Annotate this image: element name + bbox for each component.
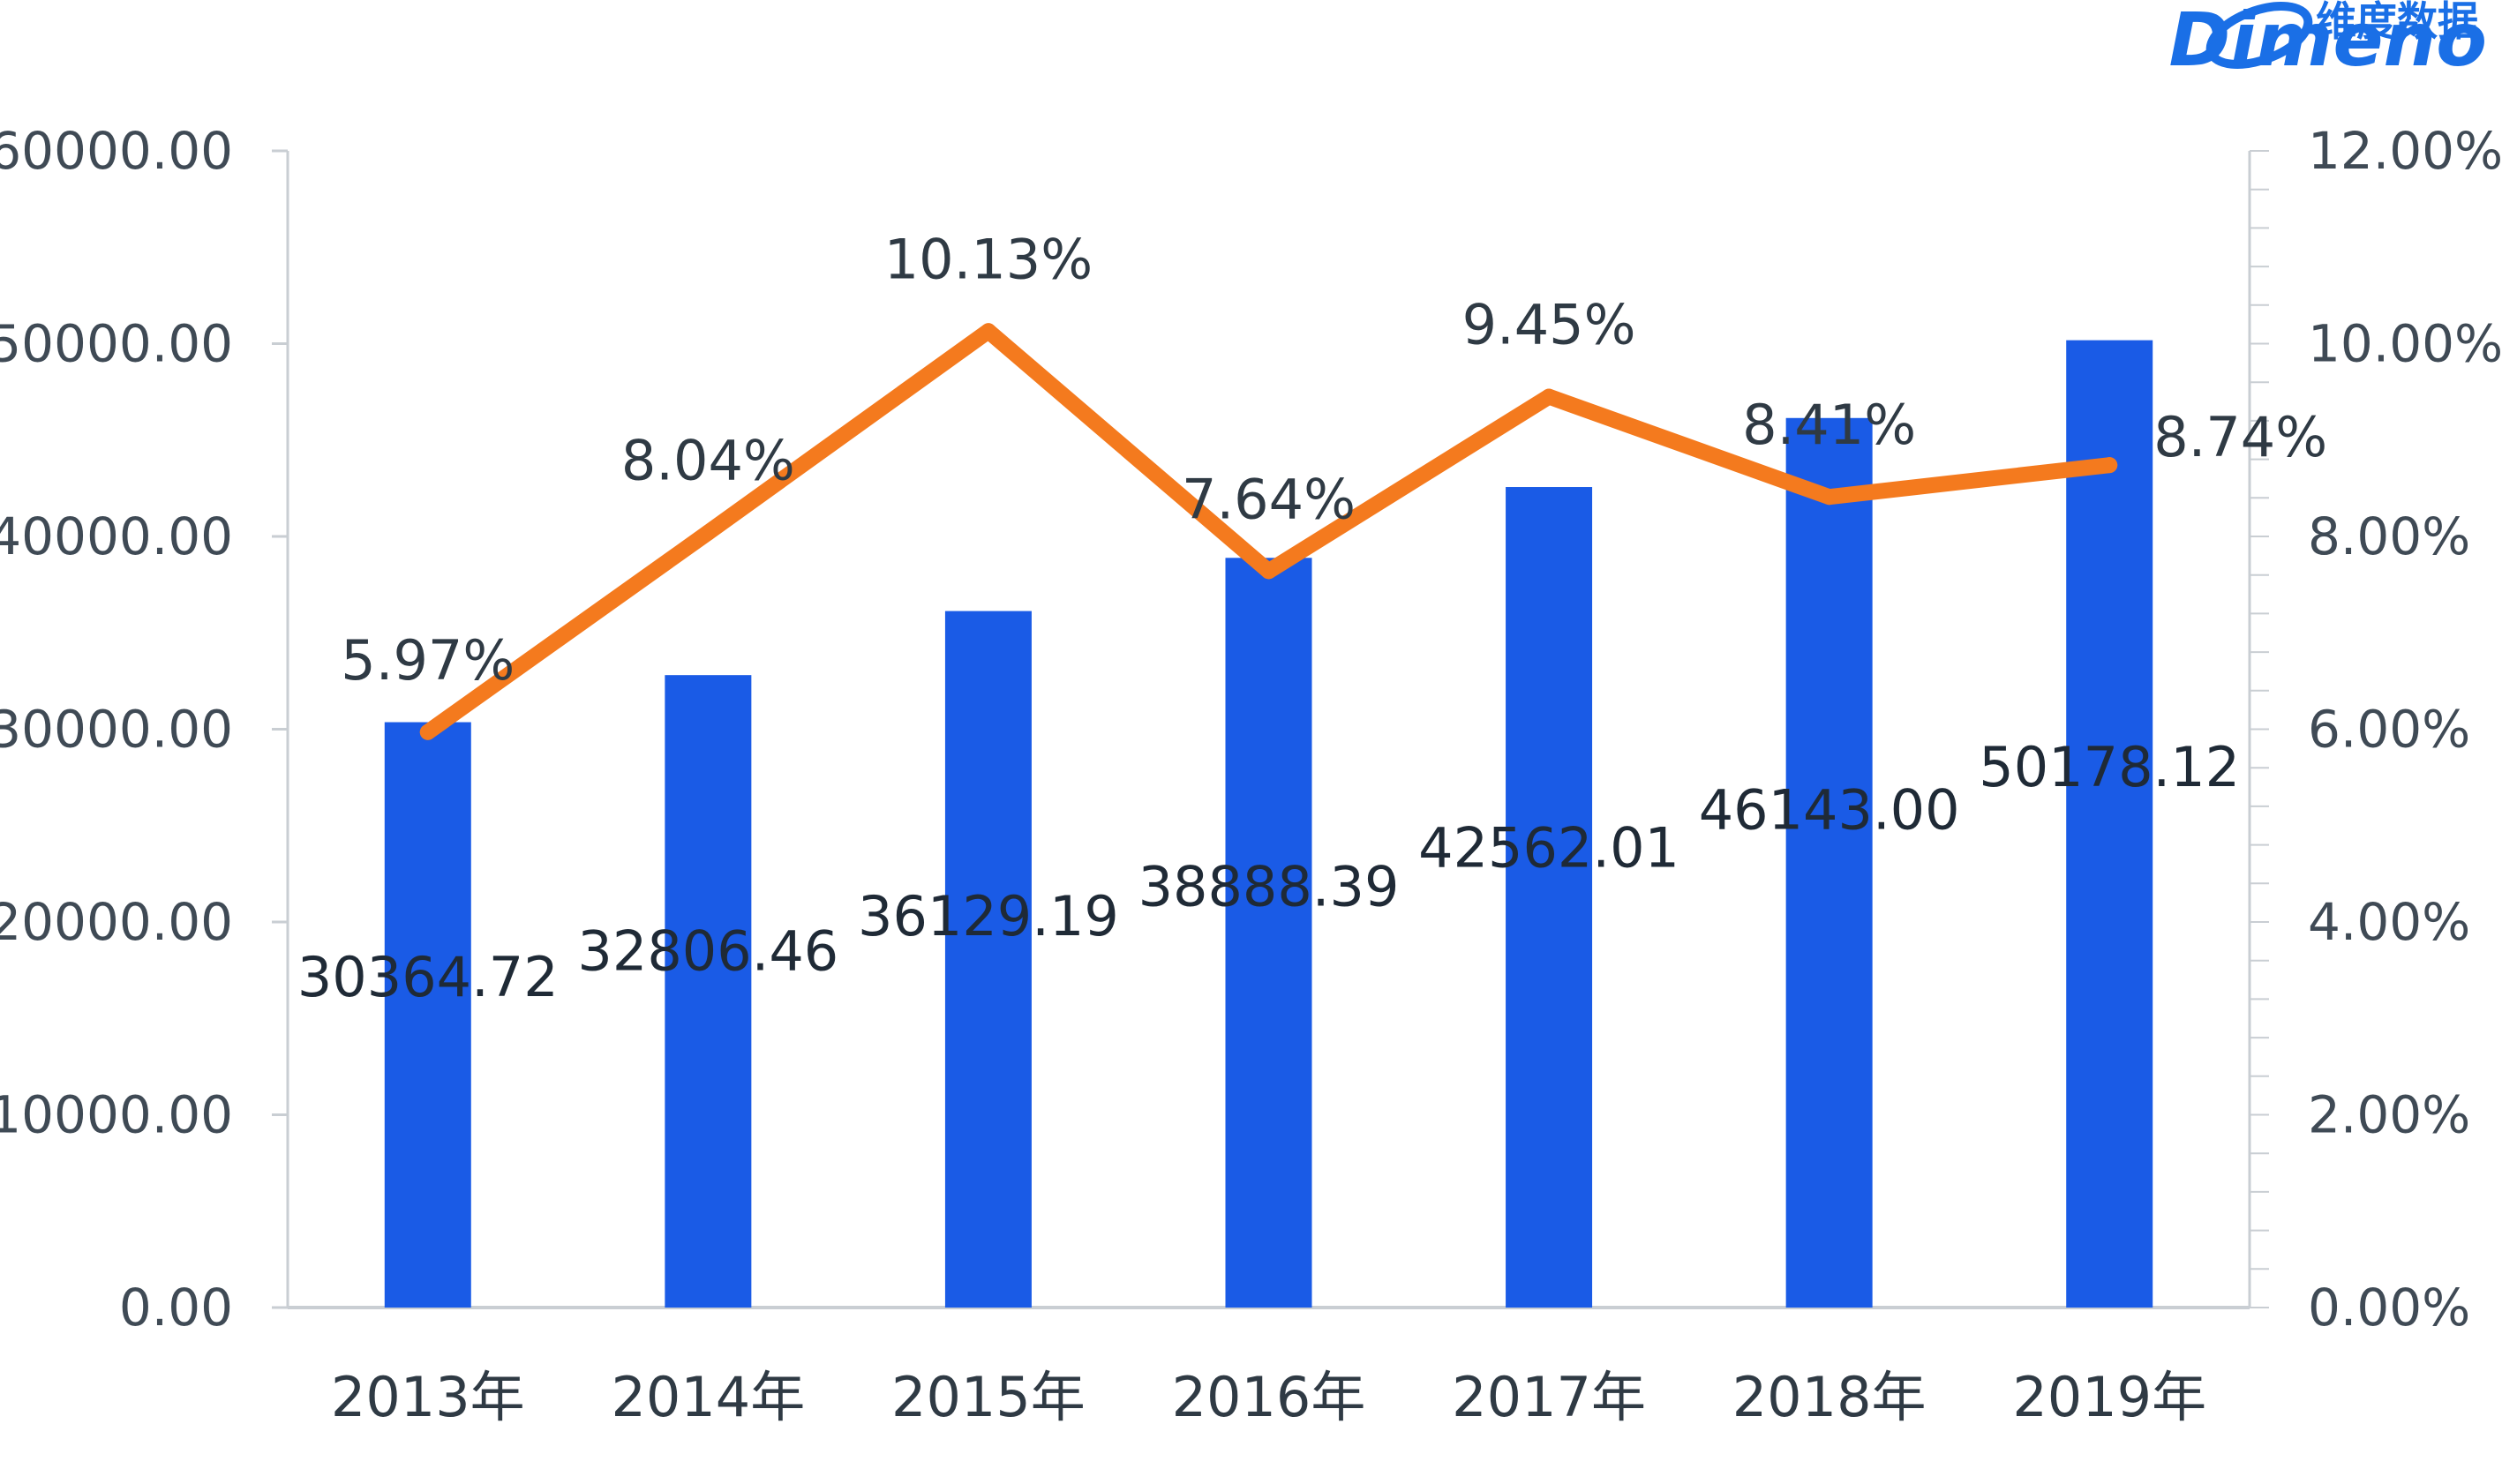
- left-axis-tick-label: 20000.00: [0, 892, 233, 952]
- line-value-label: 5.97%: [341, 628, 515, 693]
- line-point: [980, 323, 996, 340]
- bar-value-label: 46143.00: [1699, 777, 1960, 842]
- line-value-label: 9.45%: [1462, 293, 1636, 357]
- right-axis-tick-label: 10.00%: [2308, 314, 2502, 374]
- brand-logo: 维度数据 Dimeno: [2168, 0, 2487, 83]
- bar: [1785, 417, 1873, 1308]
- line-value-label: 7.64%: [1182, 467, 1356, 531]
- x-axis-tick-label: 2017年: [1452, 1365, 1646, 1429]
- line-value-label: 8.74%: [2153, 405, 2327, 469]
- line-point: [1541, 388, 1558, 405]
- bar: [665, 675, 752, 1308]
- right-axis-tick-label: 4.00%: [2308, 892, 2470, 952]
- bar-value-label: 42562.01: [1418, 816, 1679, 881]
- bar-data-labels: 30364.72 32806.46 36129.19 38888.39 42562.01…: [297, 735, 2240, 1009]
- bar-value-label: 50178.12: [1979, 735, 2240, 799]
- x-axis-tick-label: 2018年: [1732, 1365, 1927, 1429]
- bar-value-label: 32806.46: [577, 919, 838, 984]
- bar-value-label: 36129.19: [858, 884, 1119, 948]
- left-axis-tick-label: 10000.00: [0, 1085, 233, 1145]
- bar: [384, 722, 471, 1308]
- left-axis-tick-label: 30000.00: [0, 700, 233, 760]
- x-axis-ticks: 2013年 2014年 2015年 2016年 2017年 2018年 2019年: [331, 1365, 2206, 1429]
- right-axis-tick-label: 0.00%: [2308, 1278, 2470, 1338]
- x-axis-tick-label: 2016年: [1172, 1365, 1366, 1429]
- x-axis-tick-label: 2015年: [891, 1365, 1086, 1429]
- left-axis-ticks: 0.00 10000.00 20000.00 30000.00 40000.00 5000…: [0, 121, 288, 1338]
- line-data-labels: 5.97% 8.04% 10.13% 7.64% 9.45% 8.41% 8.74%: [341, 227, 2327, 692]
- right-axis-tick-label: 2.00%: [2308, 1085, 2470, 1145]
- line-point: [2101, 457, 2118, 474]
- left-axis-tick-label: 60000.00: [0, 121, 233, 181]
- line-series: [419, 323, 2118, 740]
- x-axis-tick-label: 2014年: [611, 1365, 805, 1429]
- bar: [2066, 340, 2153, 1308]
- logo-chinese-text: 维度数据: [2316, 0, 2478, 45]
- line-point: [419, 723, 436, 740]
- bar-value-label: 30364.72: [297, 945, 559, 1009]
- right-axis-tick-label: 12.00%: [2308, 121, 2502, 181]
- left-axis-tick-label: 50000.00: [0, 314, 233, 374]
- line-point: [1260, 563, 1277, 580]
- line-value-label: 10.13%: [884, 227, 1093, 291]
- left-axis-tick-label: 40000.00: [0, 506, 233, 566]
- bar: [1225, 558, 1312, 1308]
- line-point: [1821, 489, 1837, 506]
- bar: [944, 611, 1032, 1308]
- logo-swoosh-icon: [2205, 2, 2313, 69]
- right-axis-tick-label: 8.00%: [2308, 506, 2470, 566]
- line-value-label: 8.41%: [1742, 393, 1916, 457]
- right-axis-ticks: 0.00% 2.00% 4.00% 6.00% 8.00% 10.00% 12.00%: [2308, 121, 2502, 1338]
- left-axis-tick-label: 0.00: [119, 1278, 233, 1338]
- bar: [1506, 487, 1593, 1308]
- x-axis-tick-label: 2013年: [331, 1365, 525, 1429]
- logo-english-text: Dimeno: [2168, 0, 2487, 83]
- bar-value-label: 38888.39: [1138, 855, 1400, 919]
- bar-series: [384, 340, 2153, 1308]
- line-point: [700, 524, 717, 541]
- line-value-label: 8.04%: [621, 429, 795, 493]
- right-axis-tick-label: 6.00%: [2308, 700, 2470, 760]
- x-axis-tick-label: 2019年: [2012, 1365, 2206, 1429]
